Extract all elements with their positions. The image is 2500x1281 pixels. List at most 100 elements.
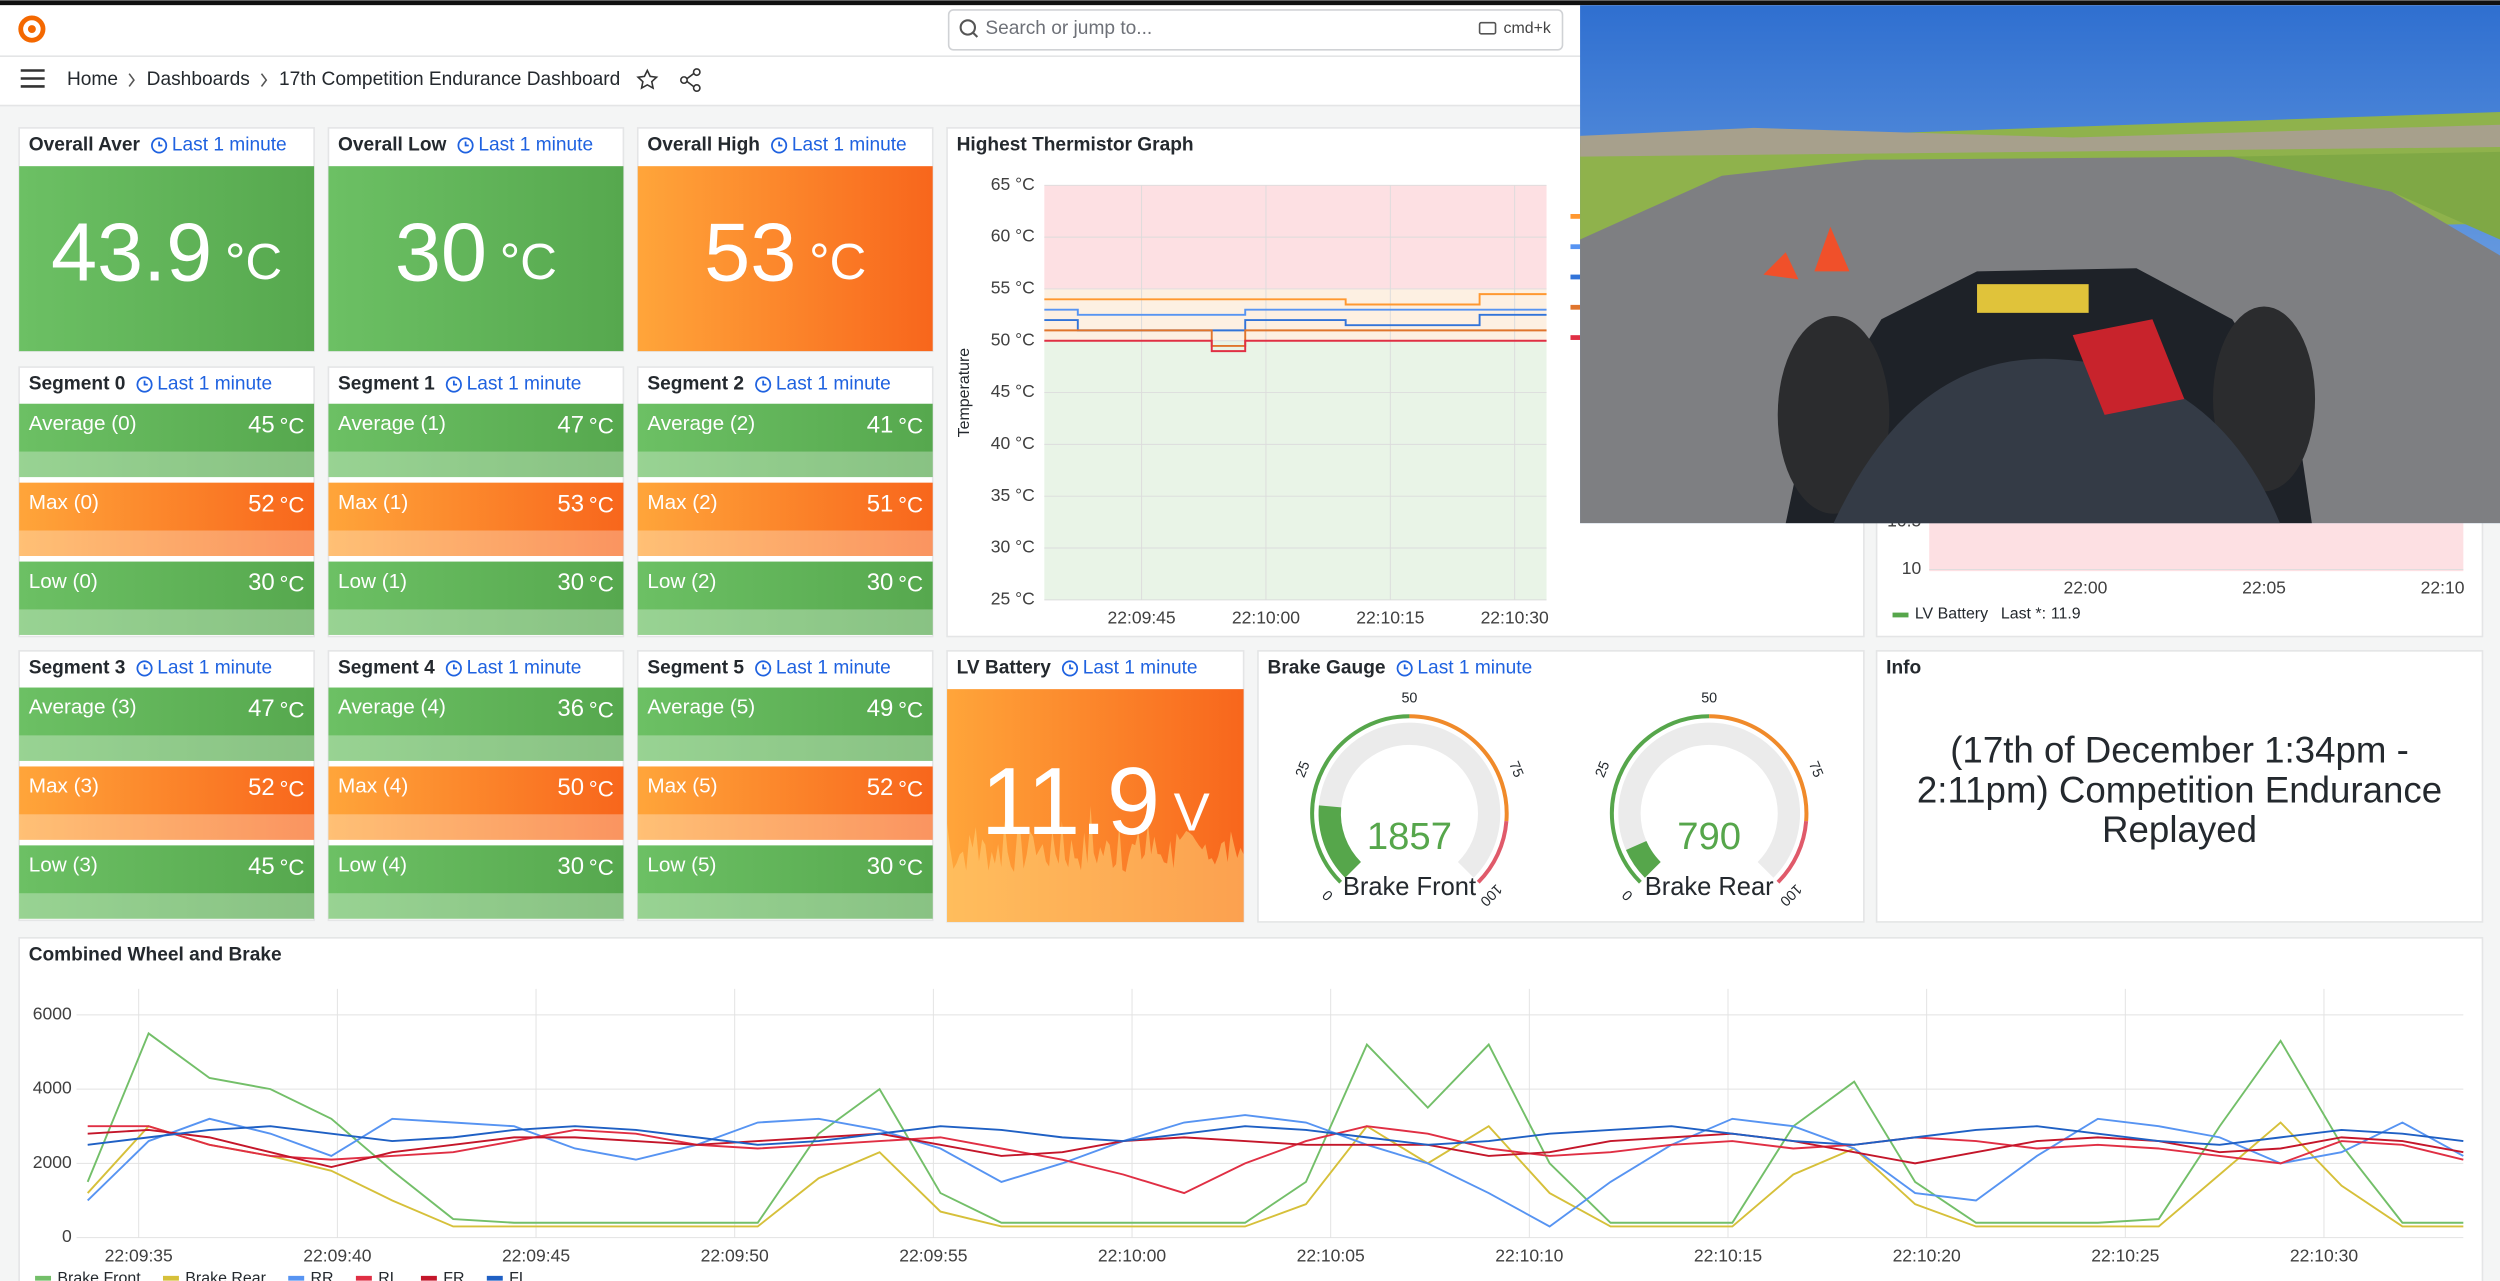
legend-swatch [420,1275,437,1281]
video-overlay[interactable] [1580,5,2500,524]
x-tick-label: 22:10:20 [1893,1245,1961,1265]
y-tick-label: 50 °C [991,329,1035,349]
gauge-threshold [1776,820,1809,884]
legend-label: RR [311,1270,334,1281]
x-tick-label: 22:10:00 [1098,1245,1166,1265]
clock-icon [778,141,783,147]
gauge-threshold [1409,714,1509,822]
panel-title: Segment 4 [338,657,435,678]
stat-unit: °C [898,776,923,801]
panel-title: Segment 0 [29,374,126,395]
panel-title: Segment 5 [647,657,744,678]
threshold-band [1044,340,1547,600]
clock-icon [755,660,772,677]
stat-value: 30 [557,853,584,880]
stat-row [637,766,933,840]
series-line [86,1031,2464,1224]
info-text: (17th of December 1:34pm - 2:11pm) Compe… [1916,730,2443,851]
stat-value: 43.9 [51,206,212,299]
panel-title: Highest Thermistor Graph [957,134,1194,155]
clock-icon [771,137,788,154]
stat-unit: °C [225,233,282,290]
star-button[interactable] [636,68,659,90]
sparkline-area [947,805,1244,922]
time-range: Last 1 minute [467,657,582,678]
legend-swatch [1570,274,1584,280]
stat-value: 45 [248,411,275,438]
stat-unit: °C [279,571,304,596]
y-tick-label: 25 °C [991,588,1035,608]
stat-value: 30 [248,569,275,596]
stat-row [637,687,933,761]
sparkline-area [328,735,624,761]
stat-value: 30 [867,569,894,596]
breadcrumb[interactable]: Home [67,69,118,90]
gauge-value [1625,840,1662,878]
sparkline-area [328,451,624,478]
share-button[interactable] [680,68,701,93]
sparkline-area [19,893,315,919]
stat-row [19,482,315,556]
stat-label: Max (3) [29,775,99,798]
menu-button[interactable] [20,69,45,88]
stat-unit: °C [589,855,614,880]
stat-row [328,561,624,635]
panel-title: Brake Gauge [1268,657,1386,678]
panel-title: Overall High [647,134,760,155]
stat-label: Low (5) [647,854,716,877]
x-tick-label: 22:09:40 [303,1245,371,1265]
gauge-name: Brake Front [1343,873,1476,901]
clock-icon [445,660,462,677]
stat-unit: °C [279,776,304,801]
clock-icon [1396,660,1413,677]
breadcrumb[interactable]: Dashboards [147,69,250,90]
stat-row [328,766,624,840]
stat-unit: °C [500,233,557,290]
time-range: Last 1 minute [172,134,287,155]
stat-value: 49 [867,695,894,722]
y-tick-label: 30 °C [991,537,1035,557]
keyboard-icon [1478,21,1497,35]
legend-swatch [1570,214,1584,219]
sparkline-area [328,530,624,556]
stat-value: 53 [557,490,584,517]
stat-value: 45 [248,853,275,880]
search-box[interactable] [947,9,1564,51]
y-tick-label: 4000 [33,1078,72,1098]
y-axis-label: Temperature [956,348,973,438]
stat-unit: °C [898,571,923,596]
stat-label: Average (2) [647,412,755,435]
x-tick-label: 22:10:30 [2290,1245,2358,1265]
x-tick-label: 22:10:00 [1232,608,1300,628]
y-tick-label: 40 °C [991,433,1035,453]
stat-value: 30 [867,853,894,880]
stat-row [328,845,624,919]
stat-row [19,561,315,635]
panel-title: Segment 3 [29,657,126,678]
panel-title: Segment 1 [338,374,435,395]
panel [1257,650,1865,923]
sparkline-area [637,530,933,556]
gauge-tick-label: 75 [1505,759,1526,780]
stat-row [637,561,933,635]
stat-unit: °C [898,492,923,517]
stat-value: 51 [867,490,894,517]
series-line [87,1114,2464,1228]
x-tick-label: 22:10:25 [2091,1245,2159,1265]
stat-background [328,166,624,352]
gauge-track [1618,722,1800,878]
stat-value: 36 [557,695,584,722]
stat-value: 47 [248,695,275,722]
panel-title: Info [1886,657,1921,678]
legend-swatch [355,1275,372,1281]
stat-value: 41 [867,411,894,438]
clock-icon [457,137,474,154]
grafana-logo[interactable] [18,15,46,43]
stat-label: Average (1) [338,412,446,435]
search-icon [959,19,979,38]
gauge-tick-label: 75 [1805,759,1826,780]
x-tick-label: 22:10:05 [1297,1245,1365,1265]
clock-icon [158,141,163,147]
legend-label: LV Battery [1915,605,1988,622]
panel [18,937,2484,1281]
